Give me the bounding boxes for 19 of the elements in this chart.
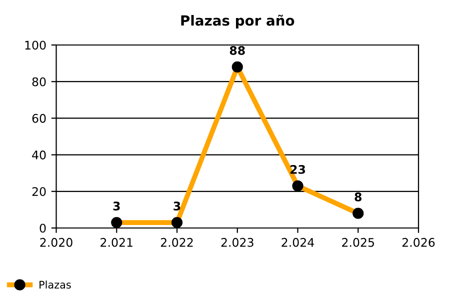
y-tick-label: 40 (32, 150, 46, 160)
x-tick-label: 2.026 (402, 238, 435, 247)
data-label: 88 (230, 46, 245, 55)
y-tick-label: 60 (32, 114, 46, 123)
y-tick-label: 0 (40, 224, 46, 233)
y-tick-label: 80 (32, 77, 46, 86)
legend-label: Plazas (40, 280, 71, 289)
x-tick-label: 2.025 (342, 238, 374, 247)
x-tick-label: 2.022 (160, 238, 193, 247)
data-label: 8 (354, 192, 362, 202)
x-tick-label: 2.020 (40, 238, 72, 247)
chart-title: Plazas por año (181, 14, 294, 28)
x-tick-label: 2.023 (221, 238, 254, 247)
data-label: 3 (174, 202, 180, 210)
data-label: 3 (113, 202, 120, 210)
x-tick-label: 2.021 (100, 238, 132, 247)
x-tick-label: 2.024 (282, 238, 314, 247)
y-tick-label: 100 (25, 40, 46, 50)
y-tick-label: 20 (32, 187, 46, 196)
